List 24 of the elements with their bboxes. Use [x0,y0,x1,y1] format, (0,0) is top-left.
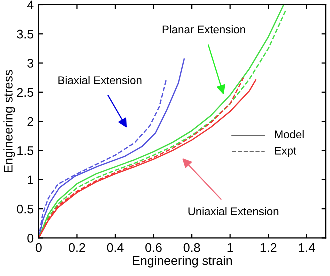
y-tick-label: 1.5 [18,146,34,156]
x-tick-label: 0.8 [184,243,200,252]
y-tick-label: 0.5 [17,204,34,214]
x-tick-label: 1.4 [299,244,316,252]
x-tick-label: 1.2 [260,243,277,252]
y-tick-label: 3.5 [17,30,34,39]
annotation: Planar Extension [162,25,246,34]
x-tick-label: 1 [228,244,234,252]
x-tick-label: 0.6 [146,243,162,252]
y-tick-label: 1 [28,176,34,184]
x-tick-label: 0.2 [69,243,86,252]
y-tick-label: 4 [27,0,34,10]
x-tick-label: 0.4 [107,243,124,252]
annotation: Uniaxial Extension [188,207,279,216]
annotation: Biaxial Extension [58,76,142,84]
annotation: Expt [275,147,297,158]
y-tick-label: 2.5 [17,88,34,98]
y-tick-label: 3 [28,59,34,68]
y-tick-label: 2 [28,117,34,126]
y-tick-label: 0 [28,234,34,243]
x-tick-label: 0 [36,243,42,252]
y-axis-title: Engineering stress [4,70,16,172]
annotation: Model [275,130,304,139]
x-axis-title: Engineering strain [133,256,232,268]
